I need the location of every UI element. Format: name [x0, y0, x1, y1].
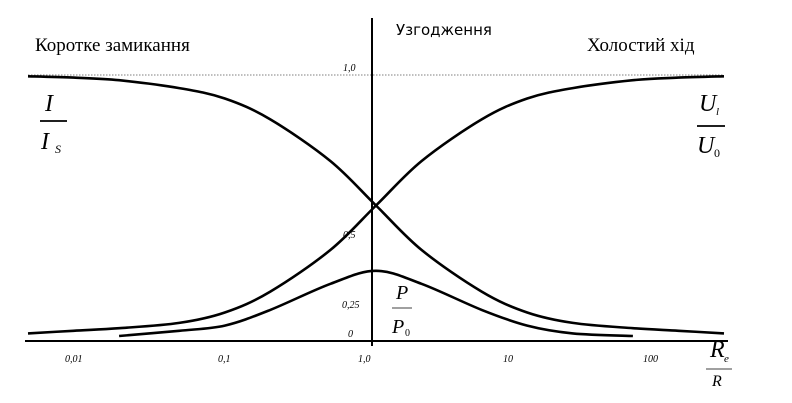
x-tick-label-1: 1,0 [358, 354, 371, 365]
series-current-label: I I S [40, 91, 67, 156]
series-voltage-curve [27, 75, 725, 335]
voltage-label-numerator: U [699, 91, 718, 117]
power-label-numerator: P [395, 282, 408, 304]
y-tick-label-1: 1,0 [343, 63, 356, 74]
series-power-curve [118, 269, 633, 338]
current-label-denominator-sub: S [55, 142, 61, 156]
region-open-circuit-label: Холостий хід [587, 35, 695, 56]
power-label-denominator-sub: 0 [405, 328, 410, 339]
region-matching-label: Узгодження [396, 21, 492, 39]
x-tick-label-100: 100 [643, 354, 658, 365]
x-tick-label-01: 0,1 [218, 354, 231, 365]
voltage-label-denominator-sub: 0 [714, 146, 720, 160]
x-axis-label-numerator-sub: e [724, 353, 729, 365]
x-tick-label-10: 10 [503, 354, 513, 365]
x-axis-label-denominator: R [711, 373, 722, 390]
y-tick-label-0: 0 [348, 329, 353, 340]
voltage-label-numerator-sub: l [716, 106, 719, 118]
y-tick-label-05: 0,5 [343, 230, 356, 241]
x-tick-label-001: 0,01 [65, 354, 83, 365]
series-voltage-label: U l U 0 [697, 91, 725, 160]
y-tick-label-025: 0,25 [342, 300, 360, 311]
current-label-numerator: I [44, 91, 54, 117]
region-short-circuit-label: Коротке замикання [35, 35, 190, 56]
x-axis-label: R e R [706, 337, 732, 390]
power-label-denominator: P [391, 316, 404, 338]
voltage-label-denominator: U [697, 133, 716, 159]
x-axis-label-numerator: R [709, 337, 725, 363]
current-label-denominator: I [40, 129, 50, 155]
series-power-label: P P 0 [391, 282, 412, 339]
